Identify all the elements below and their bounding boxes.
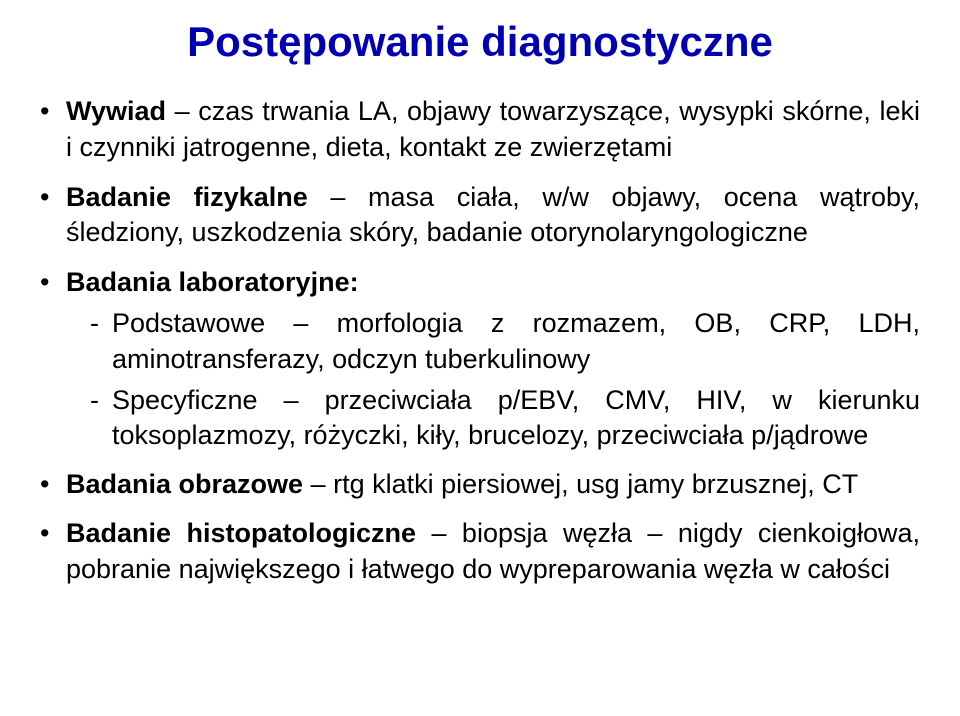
sub-list: Podstawowe – morfologia z rozmazem, OB, … (66, 306, 920, 452)
list-item: Badanie fizykalne – masa ciała, w/w obja… (40, 180, 920, 251)
slide-title: Postępowanie diagnostyczne (40, 18, 920, 66)
body-text: – rtg klatki piersiowej, usg jamy brzusz… (303, 469, 858, 499)
lead-text: Badania obrazowe (66, 469, 303, 499)
lead-text: Badanie histopatologiczne (66, 518, 416, 548)
list-item: Badanie histopatologiczne – biopsja węzł… (40, 516, 920, 587)
list-item: Wywiad – czas trwania LA, objawy towarzy… (40, 94, 920, 165)
lead-text: Badania laboratoryjne: (66, 267, 359, 297)
sub-list-item: Podstawowe – morfologia z rozmazem, OB, … (90, 306, 920, 376)
list-item: Badania laboratoryjne: Podstawowe – morf… (40, 265, 920, 453)
list-item: Badania obrazowe – rtg klatki piersiowej… (40, 467, 920, 503)
lead-text: Wywiad (66, 96, 166, 126)
bullet-list: Wywiad – czas trwania LA, objawy towarzy… (40, 94, 920, 587)
lead-text: Badanie fizykalne (66, 182, 308, 212)
slide: Postępowanie diagnostyczne Wywiad – czas… (0, 0, 960, 716)
sub-list-item: Specyficzne – przeciwciała p/EBV, CMV, H… (90, 383, 920, 453)
body-text: – czas trwania LA, objawy towarzyszące, … (66, 96, 920, 162)
